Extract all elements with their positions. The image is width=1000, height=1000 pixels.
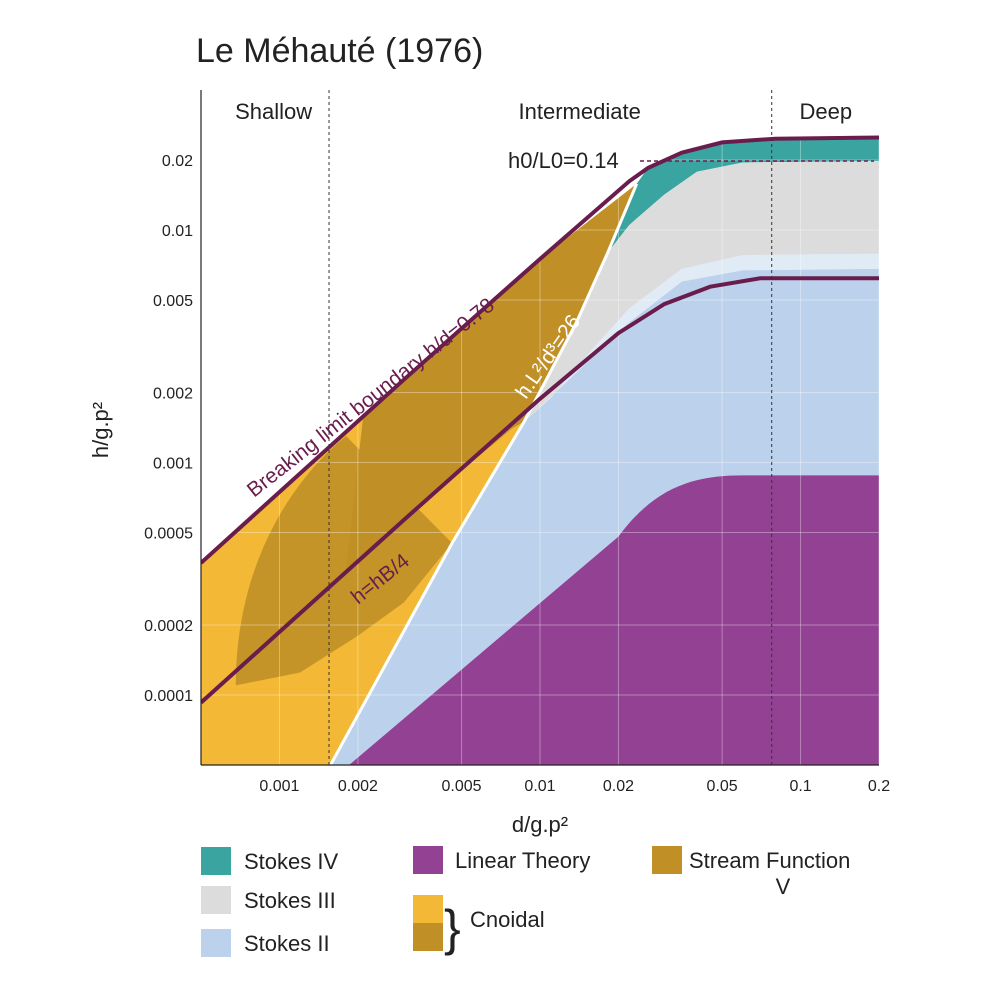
legend-label-stream-function: Stream Function V xyxy=(689,848,850,899)
y-tick-label-7: 0.02 xyxy=(162,153,193,170)
axes-frame xyxy=(200,90,879,766)
legend-label-stokes-ii: Stokes II xyxy=(244,931,330,956)
x-tick-label-5: 0.05 xyxy=(707,778,738,795)
legend-swatch-stokes-ii xyxy=(201,929,231,957)
cnoidal-boundary-line xyxy=(329,183,639,765)
y-tick-label-0: 0.0001 xyxy=(144,688,193,705)
area-stokes-iv xyxy=(607,137,879,253)
y-tick-label-5: 0.005 xyxy=(153,293,193,310)
legend-label-linear-theory: Linear Theory xyxy=(455,848,590,873)
area-linear-theory xyxy=(349,475,879,765)
annotation-h0-l0: h0/L0=0.14 xyxy=(508,148,619,173)
x-tick-label-2: 0.005 xyxy=(442,778,482,795)
legend-swatch-stokes-iii xyxy=(201,886,231,914)
plot-area xyxy=(201,90,879,765)
region-label-intermediate: Intermediate xyxy=(519,99,641,124)
chart-title: Le Méhauté (1976) xyxy=(196,32,483,70)
y-axis-label: h/g.p² xyxy=(88,402,113,458)
region-labels: Shallow Intermediate Deep xyxy=(235,99,852,124)
legend-swatch-stokes-iv xyxy=(201,847,231,875)
area-stokes-iii xyxy=(524,161,879,422)
y-tick-labels: 0.0001 0.0002 0.0005 0.001 0.002 0.005 0.01 0.0… xyxy=(144,153,193,705)
x-tick-label-1: 0.002 xyxy=(338,778,378,795)
legend-swatch-stream-function xyxy=(652,846,682,874)
x-tick-label-3: 0.01 xyxy=(524,778,555,795)
quarter-breaking-line xyxy=(201,276,879,705)
x-axis-label: d/g.p² xyxy=(512,812,568,837)
area-stream-function xyxy=(346,183,637,569)
region-dividers xyxy=(328,90,773,765)
y-tick-label-2: 0.0005 xyxy=(144,525,193,542)
legend-swatch-cnoidal-light xyxy=(413,895,443,923)
x-tick-label-6: 0.1 xyxy=(789,778,811,795)
legend-label-cnoidal: Cnoidal xyxy=(470,907,545,932)
x-tick-label-7: 0.2 xyxy=(868,778,890,795)
legend-label-stokes-iii: Stokes III xyxy=(244,888,336,913)
legend-swatch-linear-theory xyxy=(413,846,443,874)
legend: Stokes IV Stokes III Stokes II Linear Th… xyxy=(201,846,850,957)
x-tick-label-4: 0.02 xyxy=(603,778,634,795)
y-tick-label-6: 0.01 xyxy=(162,223,193,240)
region-label-shallow: Shallow xyxy=(235,99,312,124)
y-tick-label-4: 0.002 xyxy=(153,386,193,403)
region-label-deep: Deep xyxy=(800,99,853,124)
legend-cnoidal-brace: } xyxy=(444,900,461,956)
x-tick-label-0: 0.001 xyxy=(259,778,299,795)
breaking-limit-line xyxy=(201,135,879,565)
y-tick-label-1: 0.0002 xyxy=(144,618,193,635)
x-tick-labels: 0.001 0.002 0.005 0.01 0.02 0.05 0.1 0.2 xyxy=(259,778,890,795)
y-tick-label-3: 0.001 xyxy=(153,455,193,472)
legend-label-stokes-iv: Stokes IV xyxy=(244,849,338,874)
legend-swatch-cnoidal-dark xyxy=(413,923,443,951)
